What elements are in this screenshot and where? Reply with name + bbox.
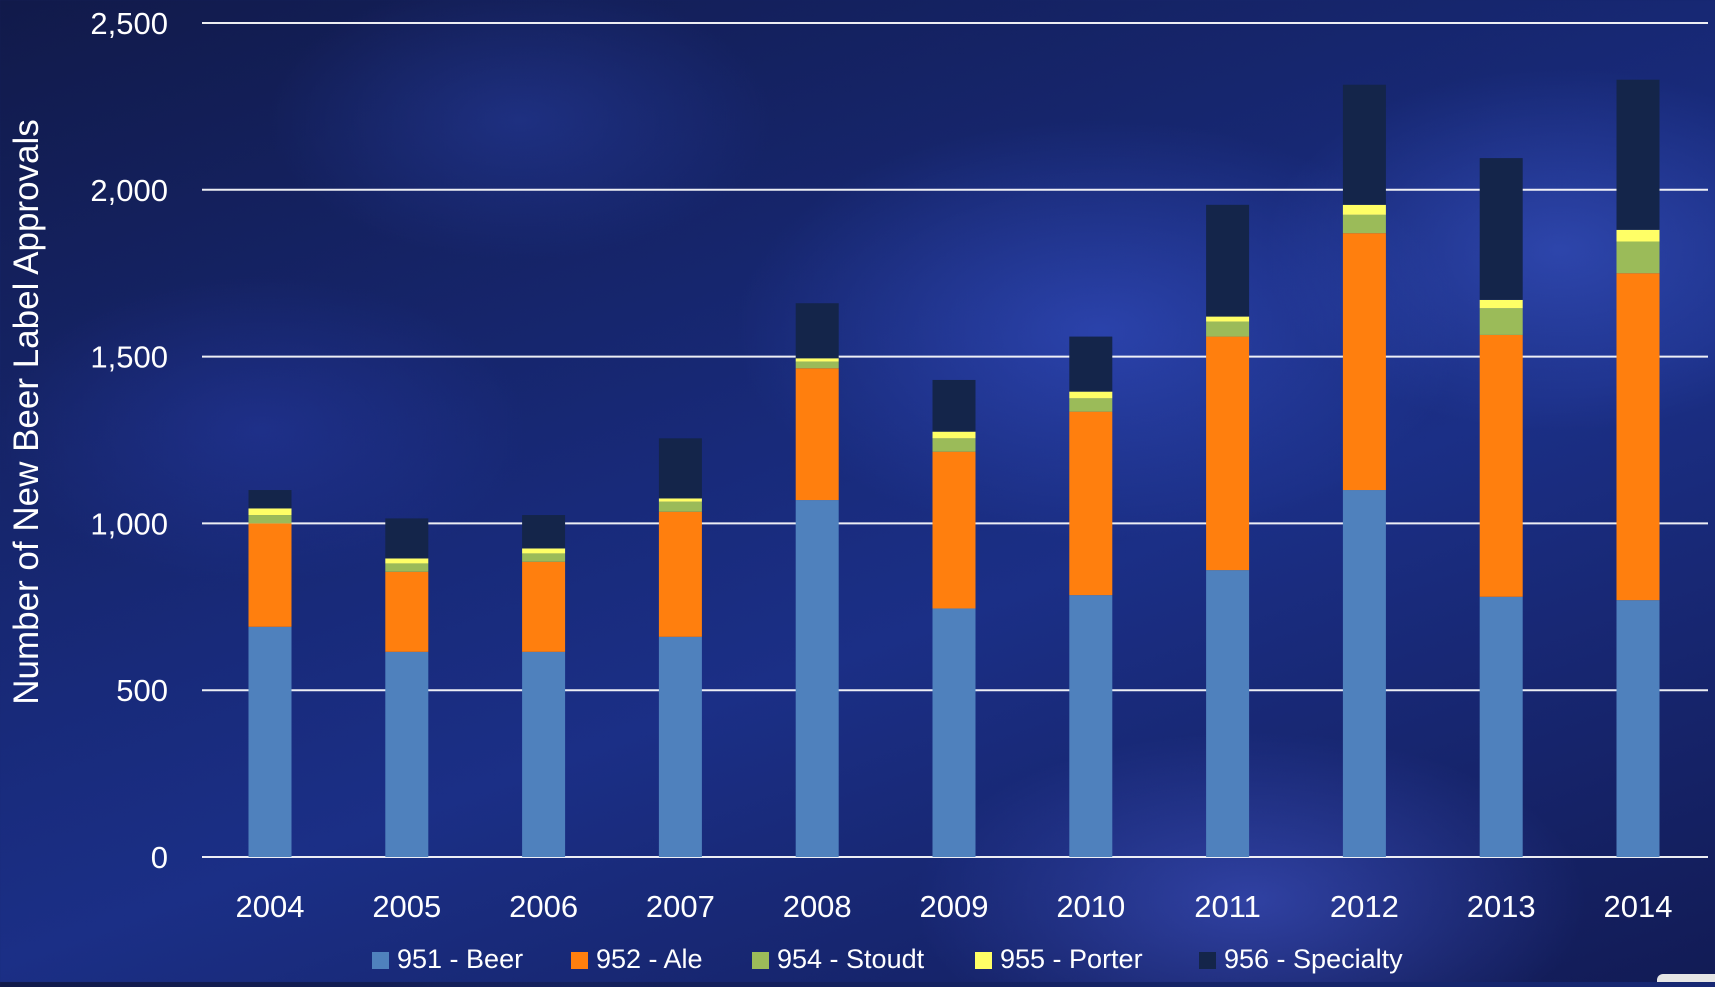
x-tick-label: 2005 [372, 889, 441, 924]
bar-segment-2007-s0 [658, 636, 702, 857]
bar-segment-2004-s0 [248, 626, 292, 857]
bar-segment-2010-s4 [1069, 336, 1113, 392]
bar-segment-2007-s1 [658, 511, 702, 637]
bar-segment-2007-s3 [658, 498, 702, 502]
bar-segment-2005-s2 [385, 563, 429, 572]
bar-segment-2004-s3 [248, 508, 292, 516]
bar-segment-2007-s2 [658, 501, 702, 512]
legend-swatch [372, 952, 389, 969]
y-tick-label: 1,500 [90, 340, 168, 375]
legend-label: 955 - Porter [1000, 944, 1143, 974]
y-tick-label: 0 [151, 840, 168, 875]
x-tick-label: 2008 [783, 889, 852, 924]
legend-label: 952 - Ale [596, 944, 703, 974]
bar-segment-2008-s3 [795, 358, 839, 362]
bar-segment-2011-s2 [1206, 321, 1250, 337]
bar-segment-2013-s4 [1479, 158, 1523, 300]
bar-segment-2009-s2 [932, 438, 976, 452]
bar-segment-2011-s1 [1206, 336, 1250, 571]
bar-segment-2014-s1 [1616, 273, 1660, 601]
bar-segment-2006-s3 [522, 548, 566, 554]
bar-segment-2014-s2 [1616, 241, 1660, 274]
x-tick-label: 2009 [920, 889, 989, 924]
y-tick-label: 2,000 [90, 173, 168, 208]
legend-swatch [571, 952, 588, 969]
y-tick-label: 1,000 [90, 506, 168, 541]
bar-segment-2013-s1 [1479, 334, 1523, 597]
bar-segment-2008-s1 [795, 368, 839, 501]
legend: 951 - Beer 952 - Ale 954 - Stoudt 955 - Por… [372, 944, 1403, 974]
bar-segment-2011-s3 [1206, 316, 1250, 322]
legend-swatch [1199, 952, 1216, 969]
bar-segment-2009-s3 [932, 431, 976, 439]
y-tick-label: 2,500 [90, 6, 168, 41]
x-axis-ticks: 2004 2005 2006 2007 2008 2009 2010 2011 2012 2013… [236, 889, 1673, 924]
bar-segment-2004-s2 [248, 515, 292, 524]
x-tick-label: 2012 [1330, 889, 1399, 924]
y-axis-title: Number of New Beer Label Approvals [7, 119, 46, 705]
x-tick-label: 2014 [1604, 889, 1673, 924]
bar-segment-2006-s1 [522, 561, 566, 652]
bar-segment-2012-s3 [1342, 204, 1386, 215]
bar-segment-2010-s2 [1069, 398, 1113, 412]
bar-segment-2006-s2 [522, 553, 566, 562]
x-tick-label: 2007 [646, 889, 715, 924]
bar-segment-2010-s3 [1069, 391, 1113, 399]
bar-segment-2012-s1 [1342, 233, 1386, 491]
bar-segment-2009-s0 [932, 608, 976, 857]
bar-segment-2006-s0 [522, 651, 566, 857]
x-tick-label: 2004 [236, 889, 305, 924]
x-tick-label: 2013 [1467, 889, 1536, 924]
y-axis-ticks: 0 500 1,000 1,500 2,000 2,500 [90, 6, 168, 875]
bar-segment-2004-s1 [248, 523, 292, 627]
bar-segment-2008-s4 [795, 303, 839, 359]
y-tick-label: 500 [116, 673, 168, 708]
bar-segment-2011-s0 [1206, 570, 1250, 857]
bar-segment-2008-s0 [795, 500, 839, 857]
bar-segment-2007-s4 [658, 438, 702, 499]
bar-segment-2008-s2 [795, 361, 839, 369]
legend-label: 951 - Beer [397, 944, 523, 974]
bar-segment-2005-s3 [385, 558, 429, 564]
bar-segment-2011-s4 [1206, 204, 1250, 317]
bar-segment-2005-s0 [385, 651, 429, 857]
bar-segment-2012-s4 [1342, 84, 1386, 205]
legend-swatch [975, 952, 992, 969]
x-tick-label: 2011 [1194, 889, 1261, 924]
bar-segment-2005-s4 [385, 518, 429, 559]
bar-segment-2010-s1 [1069, 411, 1113, 596]
bar-segment-2014-s4 [1616, 79, 1660, 230]
bar-segment-2014-s3 [1616, 229, 1660, 242]
bar-segment-2013-s3 [1479, 299, 1523, 309]
bar-segment-2014-s0 [1616, 600, 1660, 857]
x-tick-label: 2010 [1056, 889, 1125, 924]
bar-segment-2009-s1 [932, 451, 976, 609]
legend-label: 954 - Stoudt [777, 944, 925, 974]
bar-segment-2013-s0 [1479, 596, 1523, 857]
bar-segment-2009-s4 [932, 379, 976, 432]
bar-segment-2013-s2 [1479, 308, 1523, 335]
legend-swatch [752, 952, 769, 969]
legend-label: 956 - Specialty [1224, 944, 1403, 974]
bar-segment-2006-s4 [522, 515, 566, 549]
corner-tab [1657, 974, 1715, 982]
bar-segment-2005-s1 [385, 571, 429, 652]
bar-segment-2012-s2 [1342, 214, 1386, 234]
bar-segment-2010-s0 [1069, 595, 1113, 857]
bar-segment-2012-s0 [1342, 490, 1386, 857]
x-tick-label: 2006 [509, 889, 578, 924]
bars [248, 79, 1660, 857]
bar-segment-2004-s4 [248, 490, 292, 509]
